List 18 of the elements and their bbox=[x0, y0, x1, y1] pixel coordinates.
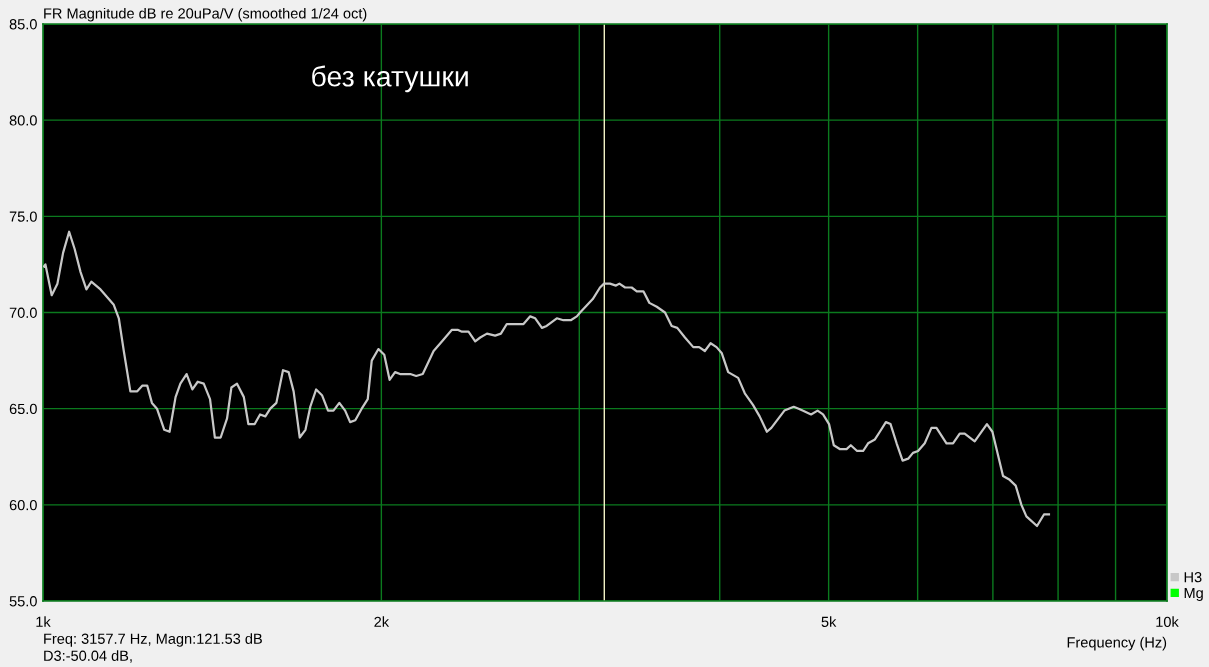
legend-label: Mg bbox=[1184, 587, 1203, 601]
text: Freq: 3157.7 Hz, Magn:121.53 dB bbox=[44, 633, 262, 647]
annotation: без катушки bbox=[312, 65, 468, 93]
text: D3:-50.04 dB, bbox=[44, 650, 132, 663]
y-tick-label: 55.0 bbox=[9, 596, 37, 607]
legend-label: H3 bbox=[1184, 572, 1202, 583]
x-axis-title: Frequency (Hz) bbox=[1067, 636, 1167, 651]
y-tick-label: 85.0 bbox=[9, 19, 37, 30]
y-tick-label: 65.0 bbox=[9, 403, 37, 415]
y-tick-label: 75.0 bbox=[9, 211, 37, 222]
y-tick-label: 70.0 bbox=[9, 307, 37, 318]
x-tick-label: 2k bbox=[374, 616, 390, 627]
y-tick-label: 60.0 bbox=[9, 499, 37, 511]
x-tick-label: 10k bbox=[1156, 616, 1179, 627]
x-tick-label: 5k bbox=[821, 616, 837, 627]
y-tick-label: 80.0 bbox=[9, 115, 37, 126]
x-tick-label: 1k bbox=[36, 616, 51, 627]
chart-title: FR Magnitude dB re 20uPa/V (smoothed 1/24 oct) bbox=[44, 7, 367, 22]
